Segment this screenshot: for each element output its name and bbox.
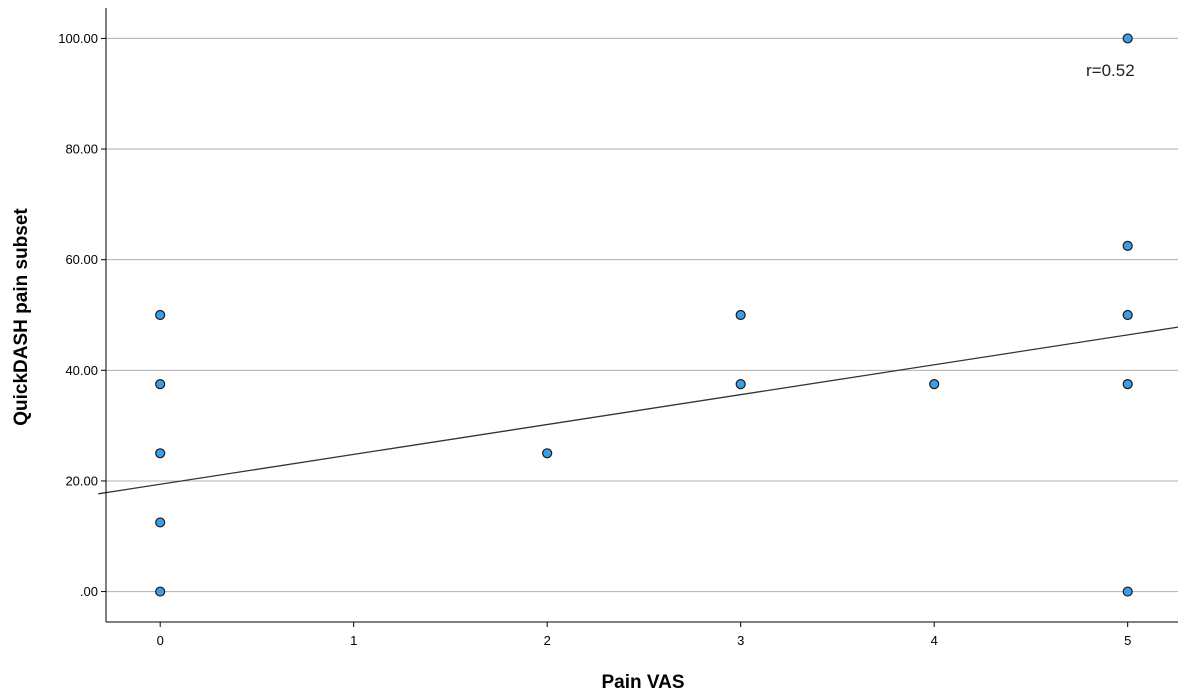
data-point bbox=[155, 379, 166, 390]
chart-text: .00 20.00 40.00 60.00 80.00 100.00 0 1 2 3 4 5 bbox=[58, 31, 1131, 648]
x-tick-label: 1 bbox=[350, 633, 357, 648]
y-tick-label: 80.00 bbox=[65, 142, 98, 157]
y-tick-label: 40.00 bbox=[65, 363, 98, 378]
y-tick-label: 100.00 bbox=[58, 31, 98, 46]
grid-lines bbox=[106, 37, 1178, 593]
y-tick-label: .00 bbox=[80, 584, 98, 599]
data-point bbox=[155, 517, 166, 528]
axes bbox=[101, 8, 1178, 627]
data-point bbox=[1122, 33, 1133, 44]
y-axis-title: QuickDASH pain subset bbox=[11, 208, 32, 426]
data-point bbox=[155, 309, 166, 321]
data-point bbox=[1122, 240, 1133, 251]
data-point bbox=[155, 448, 166, 459]
data-point bbox=[155, 586, 166, 597]
data-point bbox=[1122, 586, 1133, 597]
y-tick-label: 20.00 bbox=[65, 473, 98, 488]
data-point bbox=[542, 448, 553, 459]
fit-line-group bbox=[98, 326, 1178, 495]
x-tick-label: 0 bbox=[157, 633, 164, 648]
fit-line bbox=[98, 326, 1178, 495]
data-point bbox=[735, 379, 746, 390]
data-point bbox=[1122, 379, 1133, 390]
data-point bbox=[735, 309, 746, 321]
x-tick-label: 4 bbox=[931, 633, 938, 648]
x-tick-label: 5 bbox=[1124, 633, 1131, 648]
y-tick-label: 60.00 bbox=[65, 252, 98, 267]
data-point bbox=[929, 379, 940, 390]
x-tick-label: 3 bbox=[737, 633, 744, 648]
data-point bbox=[1122, 309, 1133, 321]
x-tick-label: 2 bbox=[544, 633, 551, 648]
data-points bbox=[155, 33, 1133, 597]
x-axis-title: Pain VAS bbox=[601, 672, 684, 693]
correlation-annotation: r=0.52 bbox=[1086, 61, 1135, 80]
